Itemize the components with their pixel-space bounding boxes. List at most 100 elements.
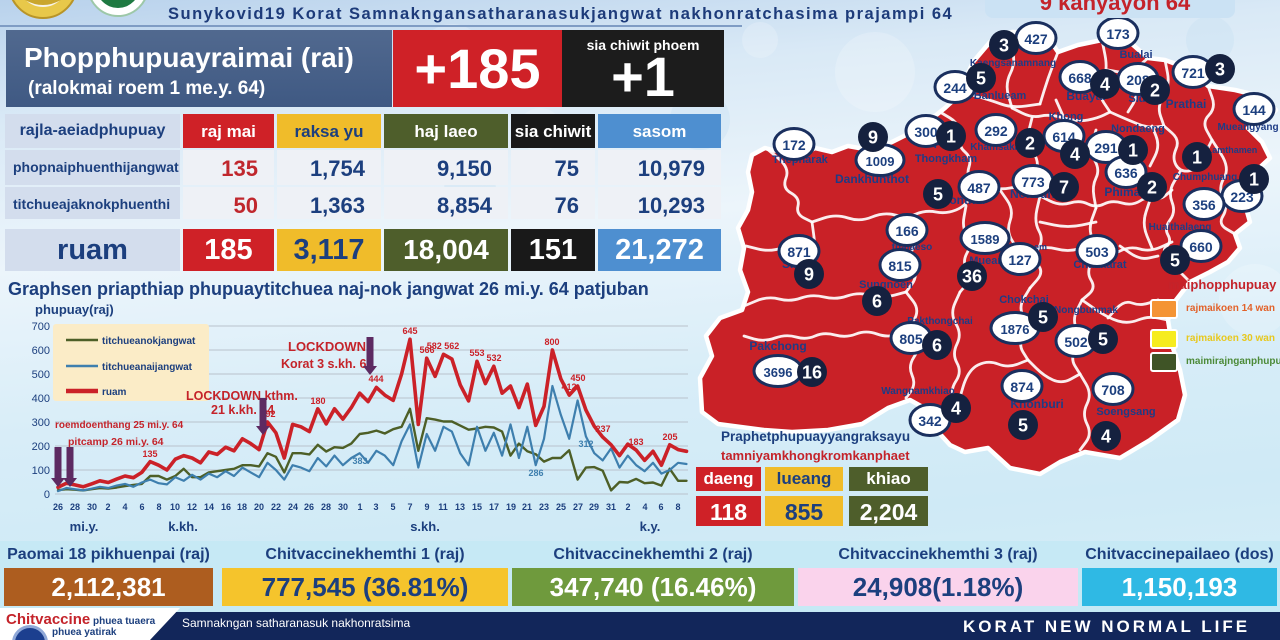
svg-text:444: 444: [368, 374, 383, 384]
svg-text:16: 16: [221, 502, 231, 512]
svg-text:450: 450: [570, 373, 585, 383]
svg-text:532: 532: [486, 353, 501, 363]
svg-text:5: 5: [1098, 330, 1108, 350]
svg-text:Pakchong: Pakchong: [749, 339, 806, 353]
svg-text:1009: 1009: [866, 154, 895, 169]
svg-text:15: 15: [472, 502, 482, 512]
svg-text:19: 19: [506, 502, 516, 512]
svg-text:16: 16: [802, 363, 822, 383]
svg-text:6: 6: [658, 502, 663, 512]
svg-text:200: 200: [32, 441, 50, 453]
svg-text:Pakthongchai: Pakthongchai: [907, 316, 973, 327]
svg-text:300: 300: [914, 124, 938, 140]
svg-text:342: 342: [918, 413, 942, 429]
svg-text:800: 800: [544, 337, 559, 347]
svg-text:8: 8: [675, 502, 680, 512]
svg-text:Phimai: Phimai: [1104, 185, 1143, 199]
svg-text:1: 1: [357, 502, 362, 512]
svg-text:9: 9: [424, 502, 429, 512]
svg-text:7: 7: [407, 502, 412, 512]
svg-text:Soengsang: Soengsang: [1096, 406, 1155, 418]
svg-text:ruam: ruam: [102, 387, 127, 398]
svg-text:566: 566: [419, 345, 434, 355]
svg-text:127: 127: [1008, 252, 1032, 268]
svg-text:487: 487: [967, 180, 991, 196]
svg-text:192: 192: [260, 409, 275, 419]
svg-text:Prathai: Prathai: [1166, 97, 1207, 111]
svg-text:244: 244: [943, 80, 967, 96]
svg-text:29: 29: [589, 502, 599, 512]
svg-text:0: 0: [44, 489, 50, 501]
svg-text:412: 412: [561, 382, 576, 392]
svg-text:135: 135: [142, 449, 157, 459]
svg-text:k.y.: k.y.: [640, 519, 661, 534]
svg-text:8: 8: [156, 502, 161, 512]
svg-text:166: 166: [895, 223, 919, 239]
svg-text:5: 5: [1170, 251, 1180, 271]
svg-text:Kaengsanamnang: Kaengsanamnang: [970, 58, 1056, 69]
svg-text:27: 27: [573, 502, 583, 512]
svg-text:3: 3: [999, 36, 1009, 56]
svg-text:Banlueam: Banlueam: [974, 90, 1027, 102]
svg-text:237: 237: [595, 424, 610, 434]
svg-text:36: 36: [962, 267, 982, 287]
svg-text:1: 1: [1249, 170, 1259, 190]
svg-text:100: 100: [32, 465, 50, 477]
svg-text:18: 18: [237, 502, 247, 512]
svg-text:4: 4: [1070, 145, 1080, 165]
svg-text:223: 223: [1230, 189, 1254, 205]
svg-text:4: 4: [122, 502, 127, 512]
svg-text:s.kh.: s.kh.: [410, 519, 440, 534]
svg-text:5: 5: [390, 502, 395, 512]
svg-text:874: 874: [1010, 379, 1034, 395]
svg-text:3: 3: [1215, 60, 1225, 80]
svg-text:titchueanaijangwat: titchueanaijangwat: [102, 362, 193, 373]
svg-text:312: 312: [578, 439, 593, 449]
svg-text:383: 383: [352, 456, 367, 466]
svg-text:871: 871: [787, 244, 811, 260]
svg-text:205: 205: [662, 432, 677, 442]
svg-text:LOCKDOWN kthm.: LOCKDOWN kthm.: [186, 389, 298, 403]
svg-text:4: 4: [1101, 427, 1111, 447]
svg-text:26: 26: [53, 502, 63, 512]
svg-text:2: 2: [1147, 178, 1157, 198]
svg-text:3696: 3696: [764, 365, 793, 380]
svg-text:2: 2: [105, 502, 110, 512]
svg-text:21 k.kh. 64: 21 k.kh. 64: [211, 403, 274, 417]
svg-text:427: 427: [1024, 31, 1048, 47]
svg-text:28: 28: [321, 502, 331, 512]
svg-text:180: 180: [310, 396, 325, 406]
svg-text:23: 23: [539, 502, 549, 512]
svg-text:292: 292: [984, 123, 1008, 139]
svg-text:1: 1: [946, 127, 956, 147]
svg-text:636: 636: [1114, 165, 1138, 181]
svg-text:30: 30: [338, 502, 348, 512]
svg-text:300: 300: [32, 417, 50, 429]
svg-text:400: 400: [32, 393, 50, 405]
svg-text:5: 5: [1038, 308, 1048, 328]
svg-text:pitcamp 26 mi.y. 64: pitcamp 26 mi.y. 64: [68, 436, 164, 448]
svg-text:291: 291: [1094, 140, 1118, 156]
svg-text:titchueanokjangwat: titchueanokjangwat: [102, 336, 196, 347]
svg-text:11: 11: [438, 502, 448, 512]
svg-text:1: 1: [1128, 141, 1138, 161]
svg-text:708: 708: [1101, 382, 1125, 398]
svg-text:Korat 3 s.kh. 64: Korat 3 s.kh. 64: [281, 357, 373, 371]
svg-text:815: 815: [888, 258, 912, 274]
svg-text:Chumphuang: Chumphuang: [1173, 172, 1237, 183]
svg-text:6: 6: [872, 292, 882, 312]
svg-text:4: 4: [1100, 75, 1110, 95]
svg-text:503: 503: [1085, 244, 1109, 260]
svg-text:172: 172: [782, 137, 806, 153]
svg-text:20: 20: [254, 502, 264, 512]
svg-text:5: 5: [933, 185, 943, 205]
svg-text:2: 2: [625, 502, 630, 512]
svg-text:roemdoenthang 25 mi.y. 64: roemdoenthang 25 mi.y. 64: [55, 420, 184, 431]
svg-text:5: 5: [1018, 416, 1028, 436]
svg-text:1: 1: [1192, 148, 1202, 168]
svg-text:7: 7: [1059, 178, 1069, 198]
svg-text:5: 5: [976, 69, 986, 89]
svg-text:17: 17: [489, 502, 499, 512]
svg-text:Wangnamkhiao: Wangnamkhiao: [881, 386, 955, 397]
svg-text:k.kh.: k.kh.: [168, 519, 198, 534]
